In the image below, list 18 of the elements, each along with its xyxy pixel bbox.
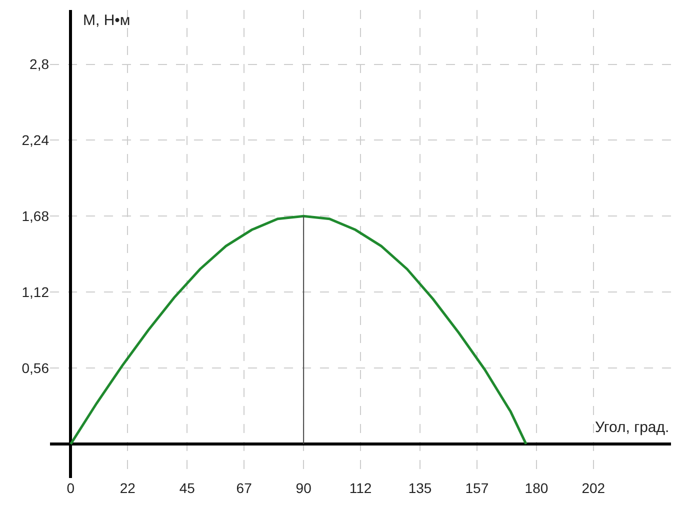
y-tick-label: 0,56 bbox=[22, 360, 50, 376]
y-tick-label: 1,12 bbox=[22, 284, 50, 300]
x-tick-label: 22 bbox=[120, 480, 136, 496]
x-tick-label: 202 bbox=[582, 480, 606, 496]
y-tick-label: 2,24 bbox=[22, 132, 50, 148]
x-tick-label: 90 bbox=[296, 480, 312, 496]
y-axis-title: М, Н•м bbox=[83, 12, 130, 29]
y-tick-label: 2,8 bbox=[30, 56, 50, 72]
x-tick-label: 112 bbox=[349, 480, 372, 496]
y-tick-label: 1,68 bbox=[22, 208, 50, 224]
x-tick-label: 45 bbox=[179, 480, 196, 496]
line-series bbox=[69, 214, 528, 446]
x-tick-label: 0 bbox=[66, 480, 75, 496]
x-axis-title: Угол, град. bbox=[595, 419, 670, 436]
x-tick-label: 135 bbox=[408, 480, 432, 496]
x-tick-label: 157 bbox=[465, 480, 489, 496]
x-tick-label: 67 bbox=[236, 480, 252, 496]
x-tick-label: 180 bbox=[524, 480, 548, 496]
